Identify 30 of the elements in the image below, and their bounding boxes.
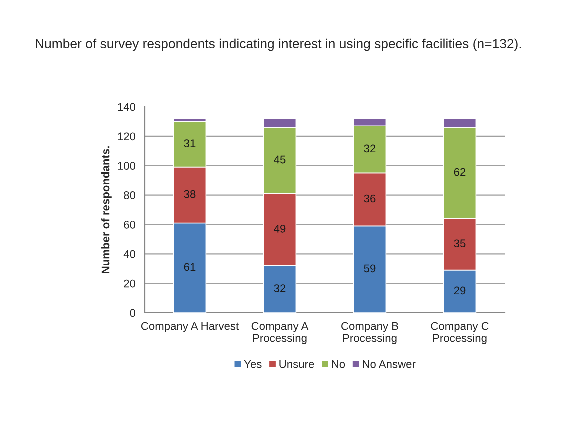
y-tick-label: 40 bbox=[124, 250, 136, 258]
x-tick-label: Company A Harvest bbox=[141, 322, 240, 332]
y-tick-label: 120 bbox=[118, 132, 136, 141]
data-label: 32 bbox=[274, 284, 286, 292]
data-label: 31 bbox=[184, 140, 196, 148]
data-label: 36 bbox=[364, 194, 376, 203]
data-label: 49 bbox=[274, 224, 286, 233]
y-tick-label: 20 bbox=[124, 280, 136, 288]
x-tick-label: Company C Processing bbox=[431, 322, 489, 344]
data-label: 59 bbox=[364, 264, 376, 273]
data-label: 38 bbox=[184, 190, 196, 198]
y-tick-label: 80 bbox=[124, 192, 136, 200]
legend-label: Yes bbox=[244, 360, 262, 368]
legend-label: No bbox=[332, 360, 346, 368]
data-label: 45 bbox=[274, 156, 286, 164]
data-label: 61 bbox=[184, 263, 196, 272]
y-tick-label: 60 bbox=[124, 220, 136, 229]
data-label: 62 bbox=[454, 168, 466, 176]
x-tick-label: Company A Processing bbox=[252, 322, 309, 344]
data-label: 29 bbox=[454, 286, 466, 295]
y-tick-label: 100 bbox=[118, 162, 136, 170]
y-axis-title: Number of respondants. bbox=[102, 146, 112, 274]
legend-label: Unsure bbox=[280, 360, 314, 368]
legend-label: No Answer bbox=[363, 360, 416, 368]
data-label: 35 bbox=[454, 240, 466, 248]
y-tick-label: 140 bbox=[118, 103, 136, 112]
chart-title: Number of survey respondents indicating interest in using specific facilities (n=132). bbox=[36, 38, 522, 52]
data-label: 32 bbox=[364, 144, 376, 153]
y-tick-label: 0 bbox=[130, 309, 136, 318]
x-tick-label: Company B Processing bbox=[342, 322, 398, 344]
